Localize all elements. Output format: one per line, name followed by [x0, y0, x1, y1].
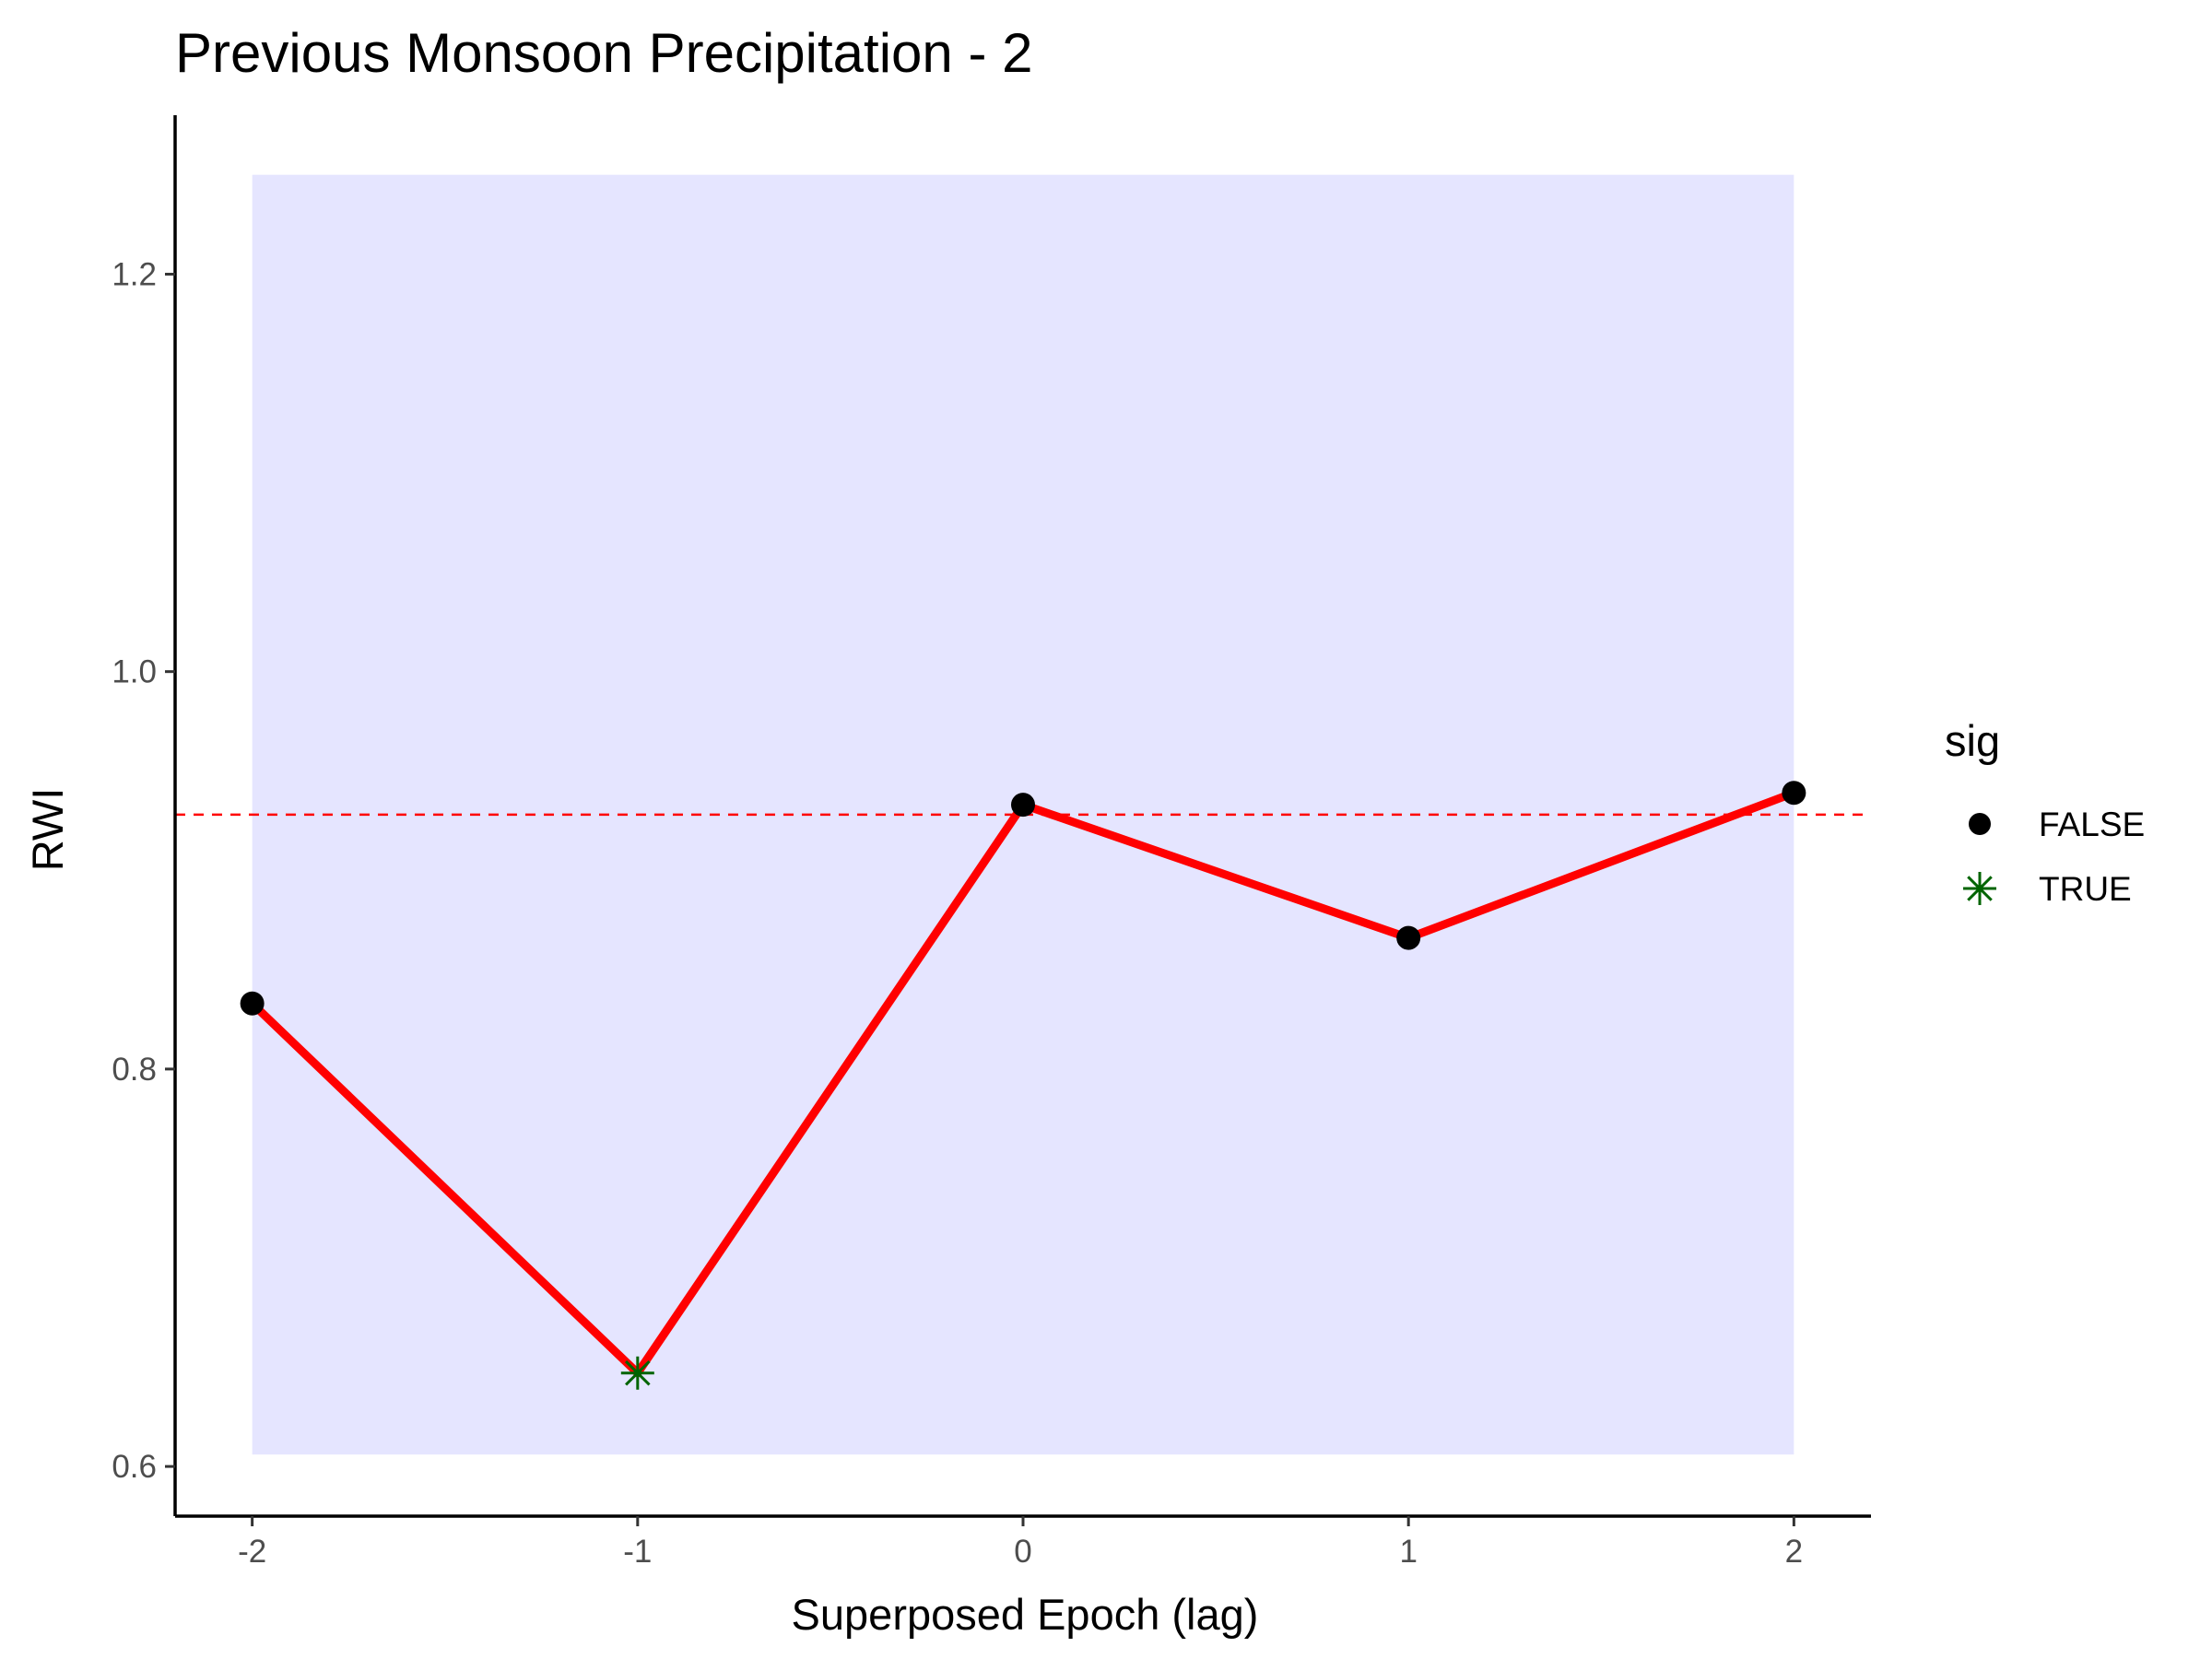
y-tick-label: 0.8 — [112, 1052, 157, 1088]
x-axis-title: Superposed Epoch (lag) — [792, 1590, 1259, 1639]
x-tick-label: -1 — [623, 1534, 652, 1570]
legend-false-label: FALSE — [2039, 806, 2145, 843]
legend-true-asterisk — [1963, 872, 1996, 905]
chart-title: Previous Monsoon Precipitation - 2 — [175, 22, 1032, 84]
y-tick-label: 0.6 — [112, 1449, 157, 1485]
legend-true-label: TRUE — [2039, 870, 2132, 908]
x-tick-label: -2 — [238, 1534, 266, 1570]
legend-false-marker — [1969, 813, 1991, 835]
y-tick-label: 1.0 — [112, 654, 157, 690]
x-tick-label: 0 — [1014, 1534, 1031, 1570]
y-axis-title: RWI — [23, 788, 72, 872]
data-point — [240, 991, 265, 1016]
data-point — [1396, 925, 1421, 950]
legend: sig FALSE TRUE — [1945, 716, 2145, 908]
data-point — [1011, 793, 1035, 818]
x-tick-label: 2 — [1785, 1534, 1803, 1570]
legend-title: sig — [1945, 716, 2000, 765]
data-point — [1782, 781, 1806, 806]
legend-true-marker — [1963, 872, 1996, 905]
data-point-sig — [620, 1356, 654, 1390]
x-tick-label: 1 — [1399, 1534, 1417, 1570]
y-tick-label: 1.2 — [112, 256, 157, 292]
